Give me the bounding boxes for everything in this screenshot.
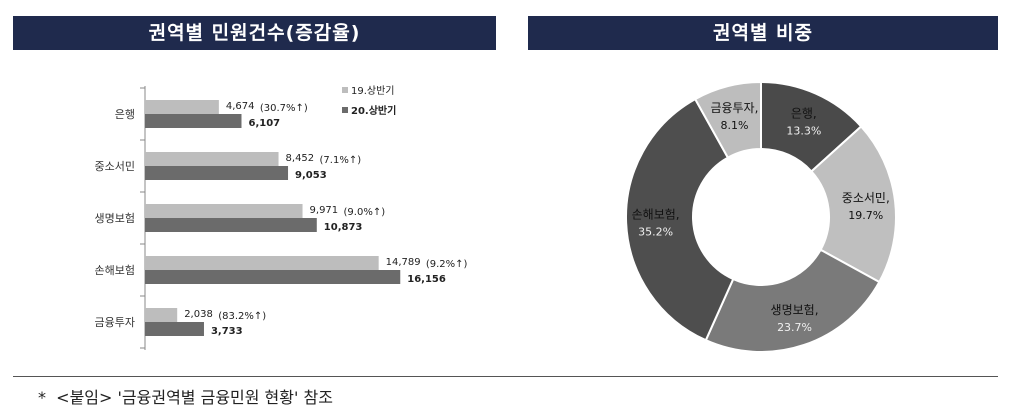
change-annotation: (83.2%↑) [218, 311, 266, 322]
legend-label: 20.상반기 [351, 104, 396, 117]
data-label: 6,107 [248, 118, 280, 129]
category-label: 은행 [115, 108, 135, 121]
donut-slice [693, 80, 762, 159]
slice-value: 13.3% [786, 125, 821, 138]
bar-20h1 [145, 270, 401, 284]
bar-20h1 [145, 218, 317, 232]
data-label: 4,674 [226, 101, 255, 112]
data-label: 9,053 [295, 170, 327, 181]
data-label: 2,038 [184, 309, 213, 320]
data-label: 14,789 [386, 257, 421, 268]
bar-19h1 [145, 204, 303, 218]
bar-19h1 [145, 100, 219, 114]
category-label: 금융투자 [95, 316, 135, 329]
bar-19h1 [145, 256, 379, 270]
donut-slice [625, 97, 735, 342]
legend-swatch [342, 87, 348, 93]
slice-label: 손해보험, [632, 208, 680, 222]
bar-19h1 [145, 152, 279, 166]
bar-chart: 은행 4,674 6,107 (30.7%↑) 중소서민 8,452 9,053 (7.1%↑… [95, 85, 468, 350]
slice-value: 8.1% [720, 119, 748, 132]
data-label: 10,873 [324, 222, 363, 233]
slice-value: 19.7% [848, 209, 883, 222]
change-annotation: (30.7%↑) [260, 103, 308, 114]
bar-chart-title: 권역별 민원건수(증감율) [13, 16, 496, 50]
donut-slice [810, 125, 897, 284]
legend-label: 19.상반기 [351, 85, 395, 97]
bar-20h1 [145, 114, 242, 128]
slice-value: 23.7% [777, 321, 812, 334]
footnote: * <붙임> '금융권역별 금융민원 현황' 참조 [38, 388, 333, 407]
data-label: 9,971 [310, 205, 339, 216]
bar-20h1 [145, 166, 289, 180]
bar-19h1 [145, 308, 178, 322]
donut-slice [704, 248, 881, 353]
legend-swatch [342, 107, 348, 113]
category-label: 생명보험 [95, 212, 135, 225]
data-label: 16,156 [407, 274, 446, 285]
slice-label: 생명보험, [771, 303, 819, 317]
change-annotation: (9.0%↑) [344, 207, 386, 218]
change-annotation: (9.2%↑) [426, 259, 468, 270]
slice-value: 35.2% [638, 226, 673, 239]
change-annotation: (7.1%↑) [320, 155, 362, 166]
donut-chart-title: 권역별 비중 [528, 16, 998, 50]
donut-chart: 은행, 13.3% 중소서민, 19.7% 생명보험, 23.7% 손해보험, 35.2% 금융… [625, 80, 897, 353]
slice-label: 은행, [791, 106, 817, 121]
bar-20h1 [145, 322, 204, 336]
slice-label: 중소서민, [842, 191, 890, 205]
data-label: 8,452 [286, 153, 315, 164]
slice-label: 금융투자, [710, 101, 758, 115]
footer-divider [13, 376, 998, 377]
data-label: 3,733 [211, 326, 243, 337]
category-label: 중소서민 [95, 160, 135, 173]
category-label: 손해보험 [95, 263, 135, 277]
